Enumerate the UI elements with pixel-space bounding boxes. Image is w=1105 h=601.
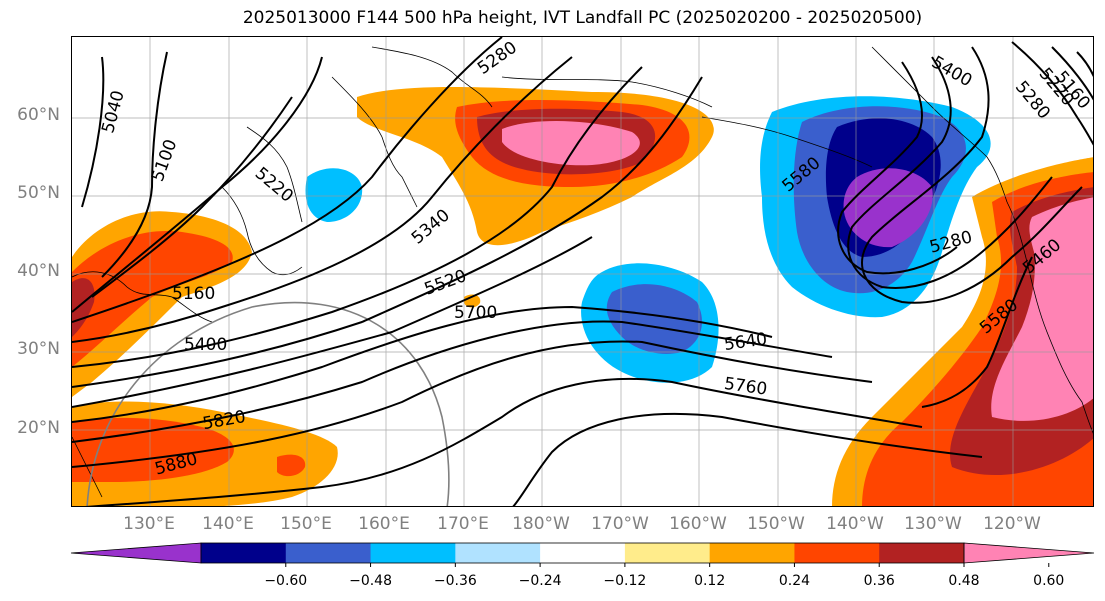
lat-label: 30°N xyxy=(17,339,60,359)
shading-red xyxy=(277,454,306,477)
ivt-shading xyxy=(72,87,1093,506)
colorbar-segment xyxy=(370,543,456,563)
colorbar-segment xyxy=(879,543,965,563)
lat-label: 20°N xyxy=(17,418,60,438)
colorbar-tick-label: −0.24 xyxy=(518,573,562,589)
lat-label: 40°N xyxy=(17,261,60,281)
lon-label: 170°W xyxy=(591,514,649,534)
colorbar-ticks xyxy=(285,563,1050,567)
shading-blue xyxy=(606,284,702,354)
colorbar-segment xyxy=(285,543,372,563)
lon-label: 120°W xyxy=(983,514,1041,534)
shading-lightblue xyxy=(305,168,363,222)
colorbar-segment xyxy=(709,543,795,563)
height-contours xyxy=(72,37,1093,506)
colorbar-tick-label: 0.24 xyxy=(778,573,811,589)
colorbar-segment xyxy=(624,543,711,563)
graticule xyxy=(72,37,1093,506)
colorbar-segment xyxy=(540,543,626,563)
colorbar-segments xyxy=(70,542,1095,564)
contour-label: 5280 xyxy=(474,38,521,79)
colorbar-tick-label: 0.12 xyxy=(694,573,726,589)
lon-label: 130°W xyxy=(904,514,962,534)
lon-label: 180°W xyxy=(512,514,570,534)
contour-label: 5340 xyxy=(408,205,454,248)
colorbar-tick-label: −0.12 xyxy=(603,573,647,589)
colorbar-tick-label: 0.36 xyxy=(863,573,895,589)
contour-label: 5760 xyxy=(723,374,769,400)
reference-circle xyxy=(86,301,450,506)
lon-label: 150°W xyxy=(747,514,805,534)
contour-label: 5400 xyxy=(928,52,975,91)
lon-label: 160°W xyxy=(669,514,727,534)
colorbar-extend-high xyxy=(963,542,1095,564)
contour-label: 5400 xyxy=(184,335,227,355)
shading-pink xyxy=(991,197,1093,421)
colorbar-segment xyxy=(794,543,880,563)
map-title: 2025013000 F144 500 hPa height, IVT Land… xyxy=(242,8,923,28)
shading-pink xyxy=(502,121,640,166)
shading-red xyxy=(72,417,234,482)
lat-label: 50°N xyxy=(17,183,60,203)
colorbar-tick-label: −0.36 xyxy=(433,573,477,589)
lon-label: 150°E xyxy=(280,514,332,534)
colorbar-segment xyxy=(201,543,287,563)
lat-label: 60°N xyxy=(17,105,60,125)
colorbar-tick-label: −0.60 xyxy=(264,573,308,589)
colorbar-tick-label: 0.60 xyxy=(1033,573,1065,589)
contour-label: 5640 xyxy=(723,329,769,355)
map-panel: 5040 5100 5220 5280 5340 5520 5160 5400 … xyxy=(71,36,1094,507)
lon-label: 140°W xyxy=(826,514,884,534)
lon-label: 140°E xyxy=(202,514,254,534)
colorbar-segment xyxy=(455,543,541,563)
colorbar-extend-low xyxy=(70,542,202,564)
contour-label: 5700 xyxy=(454,303,497,323)
lon-label: 170°E xyxy=(437,514,489,534)
colorbar-tick-label: 0.48 xyxy=(948,573,980,589)
contour-label: 5160 xyxy=(172,284,215,304)
map-canvas: 5040 5100 5220 5280 5340 5520 5160 5400 … xyxy=(72,37,1093,506)
colorbar-outline xyxy=(200,542,965,564)
contour-label: 5220 xyxy=(251,164,297,207)
lon-label: 130°E xyxy=(123,514,175,534)
colorbar-tick-label: −0.48 xyxy=(349,573,392,589)
lon-label: 160°E xyxy=(358,514,410,534)
shading-darkred xyxy=(72,278,95,337)
contour-label: 5520 xyxy=(422,266,469,300)
